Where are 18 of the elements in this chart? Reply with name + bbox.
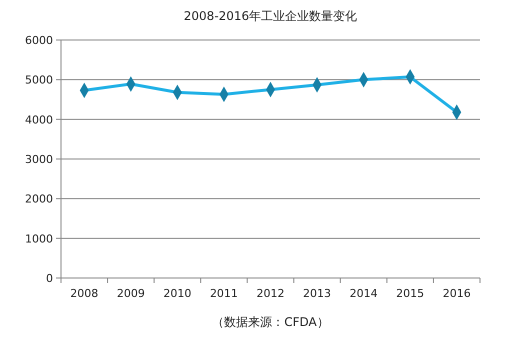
y-tick-label: 3000 bbox=[25, 153, 53, 166]
x-tick-label: 2010 bbox=[163, 287, 192, 300]
y-tick-label: 5000 bbox=[25, 74, 53, 87]
y-tick-label: 4000 bbox=[25, 113, 53, 126]
x-tick-label: 2013 bbox=[303, 287, 332, 300]
x-tick-label: 2016 bbox=[442, 287, 471, 300]
text: （数据来源：CFDA） bbox=[212, 315, 329, 329]
y-tick-label: 6000 bbox=[25, 34, 53, 47]
x-tick-label: 2008 bbox=[70, 287, 98, 300]
chart-title: 2008-2016年工业企业数量变化 bbox=[184, 9, 358, 23]
y-tick-label: 2000 bbox=[25, 192, 53, 206]
x-tick-label: 2009 bbox=[116, 287, 145, 300]
x-tick-label: 2014 bbox=[350, 287, 378, 300]
x-tick-label: 2011 bbox=[210, 287, 238, 300]
x-tick-label: 2015 bbox=[396, 287, 424, 300]
y-tick-label: 0 bbox=[46, 272, 53, 285]
x-tick-label: 2012 bbox=[256, 287, 284, 300]
y-tick-label: 1000 bbox=[25, 232, 53, 246]
